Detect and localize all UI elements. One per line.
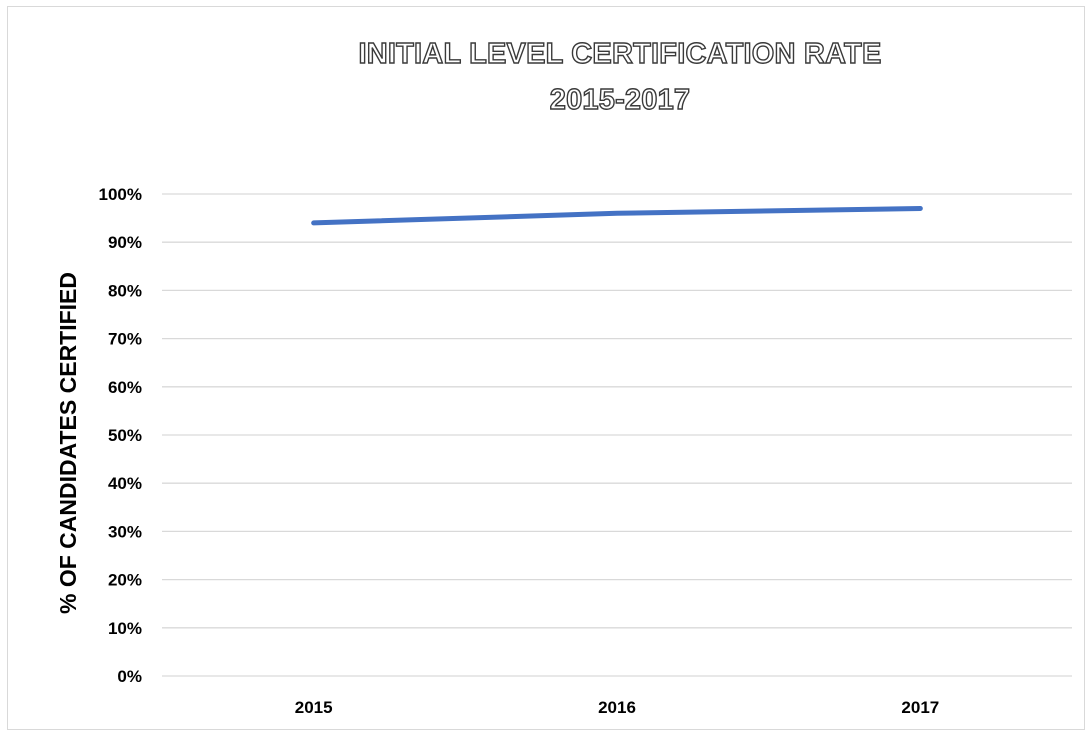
x-tick-labels: 2015 2016 2017 [295,698,939,717]
y-tick-label: 60% [108,378,142,397]
y-tick-label: 0% [117,667,142,686]
y-tick-label: 100% [99,185,142,204]
x-tick-label: 2016 [598,698,636,717]
gridlines [162,193,1072,629]
chart-frame [7,6,1085,730]
series-line [311,205,923,226]
chart-subtitle: 2015-2017 [549,83,691,116]
y-tick-label: 90% [108,233,142,252]
y-axis-title: % OF CANDIDATES CERTIFIED [55,272,81,614]
y-tick-label: 30% [108,522,142,541]
x-tick-label: 2015 [295,698,333,717]
y-tick-label: 70% [108,330,142,349]
y-tick-label: 10% [108,619,142,638]
y-tick-labels: 0% 10% 20% 30% 40% 50% 60% 70% 80% 90% 100% [99,185,142,686]
y-tick-label: 50% [108,426,142,445]
y-tick-label: 20% [108,571,142,590]
y-tick-label: 80% [108,281,142,300]
chart-title: INITIAL LEVEL CERTIFICATION RATE [358,37,882,70]
series-lines [311,205,923,226]
x-tick-label: 2017 [901,698,939,717]
y-tick-label: 40% [108,474,142,493]
